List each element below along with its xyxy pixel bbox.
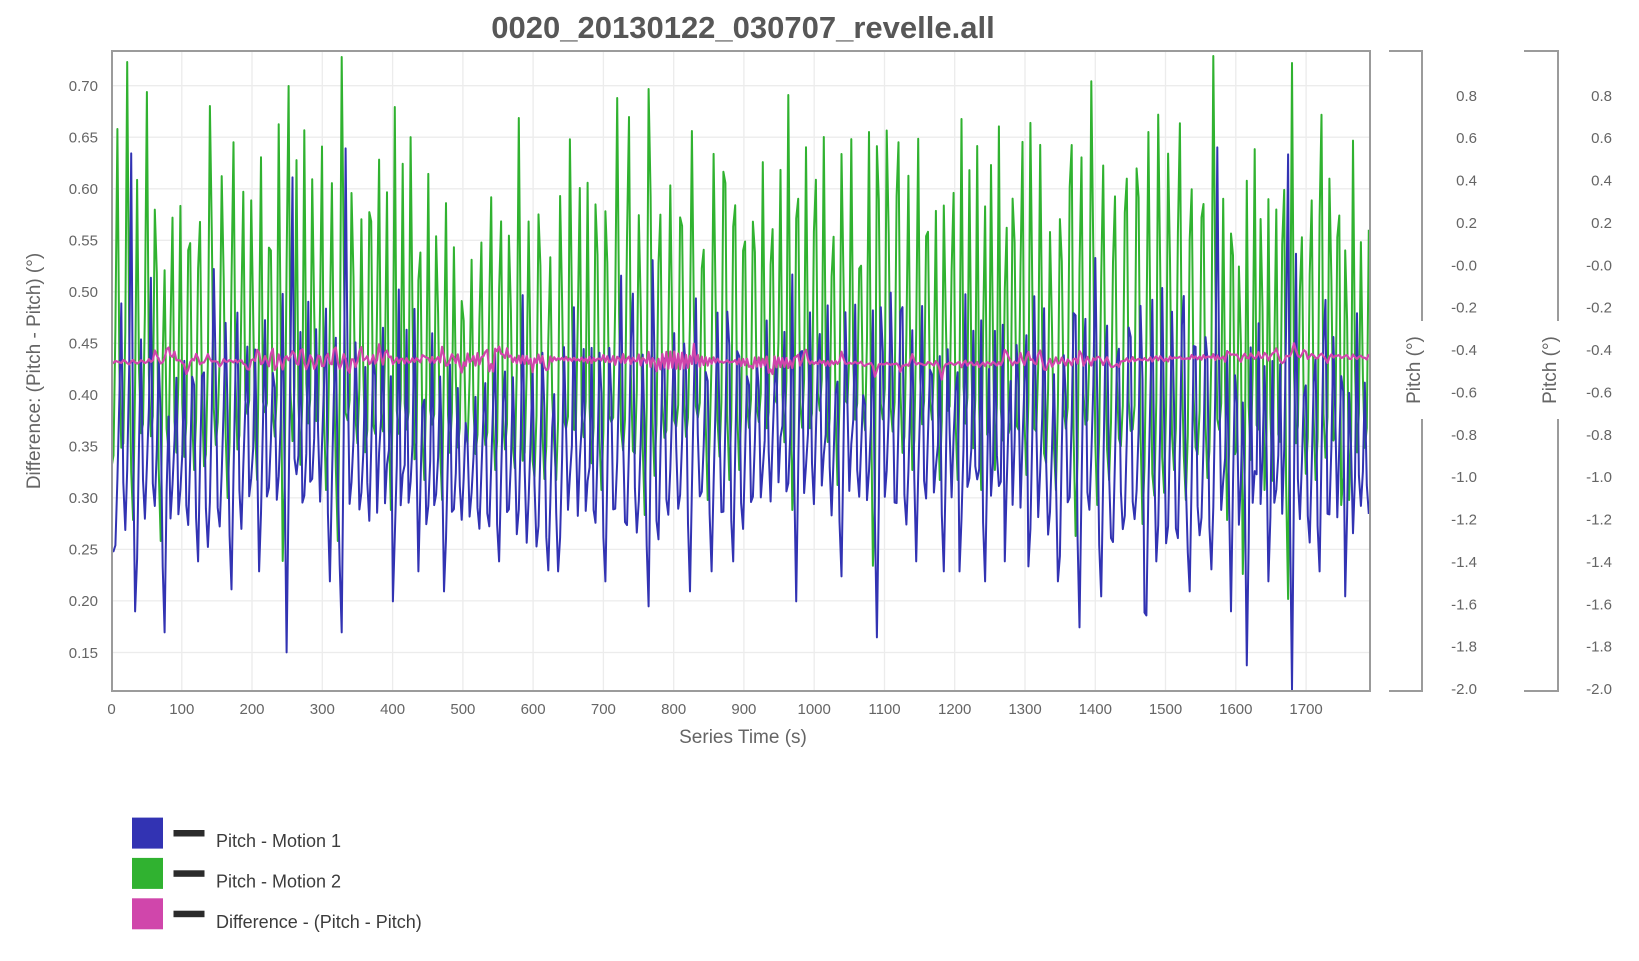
svg-text:1300: 1300 (1008, 701, 1041, 718)
svg-text:-1.6: -1.6 (1451, 596, 1477, 613)
svg-text:-1.2: -1.2 (1451, 512, 1477, 529)
svg-text:-0.6: -0.6 (1451, 385, 1477, 402)
svg-text:0.50: 0.50 (69, 284, 98, 301)
svg-text:0.8: 0.8 (1591, 88, 1612, 105)
svg-text:Pitch - Motion 2: Pitch - Motion 2 (216, 871, 341, 891)
svg-text:600: 600 (521, 701, 546, 718)
svg-text:500: 500 (450, 701, 475, 718)
svg-text:Pitch - Motion 1: Pitch - Motion 1 (216, 831, 341, 851)
svg-text:-1.0: -1.0 (1451, 469, 1477, 486)
svg-text:-0.8: -0.8 (1451, 427, 1477, 444)
svg-text:1700: 1700 (1289, 701, 1322, 718)
svg-text:Difference - (Pitch - Pitch): Difference - (Pitch - Pitch) (216, 912, 422, 932)
svg-text:1400: 1400 (1079, 701, 1112, 718)
svg-text:0.2: 0.2 (1591, 215, 1612, 232)
svg-text:-0.8: -0.8 (1586, 427, 1612, 444)
svg-text:Pitch (°): Pitch (°) (1404, 336, 1425, 404)
svg-text:-2.0: -2.0 (1586, 681, 1612, 698)
svg-text:800: 800 (661, 701, 686, 718)
svg-text:-1.6: -1.6 (1586, 596, 1612, 613)
svg-text:-1.8: -1.8 (1586, 639, 1612, 656)
svg-text:0.35: 0.35 (69, 439, 98, 456)
svg-text:0.6: 0.6 (1456, 130, 1477, 147)
svg-text:0.45: 0.45 (69, 336, 98, 353)
svg-text:-0.4: -0.4 (1586, 342, 1612, 359)
svg-text:Difference: (Pitch - Pitch) (°: Difference: (Pitch - Pitch) (°) (24, 253, 45, 489)
svg-text:0.2: 0.2 (1456, 215, 1477, 232)
svg-text:Series Time (s): Series Time (s) (679, 727, 807, 748)
svg-text:300: 300 (310, 701, 335, 718)
svg-text:0.25: 0.25 (69, 542, 98, 559)
svg-text:0.60: 0.60 (69, 181, 98, 198)
svg-text:-0.4: -0.4 (1451, 342, 1477, 359)
svg-text:0.4: 0.4 (1591, 173, 1612, 190)
svg-text:200: 200 (239, 701, 264, 718)
svg-text:-0.0: -0.0 (1586, 257, 1612, 274)
svg-text:100: 100 (169, 701, 194, 718)
svg-text:-0.2: -0.2 (1586, 300, 1612, 317)
svg-text:700: 700 (591, 701, 616, 718)
svg-text:0020_20130122_030707_revelle.a: 0020_20130122_030707_revelle.all (491, 10, 994, 45)
svg-text:0.65: 0.65 (69, 130, 98, 147)
svg-text:1000: 1000 (798, 701, 831, 718)
svg-text:-0.2: -0.2 (1451, 300, 1477, 317)
svg-text:0.6: 0.6 (1591, 130, 1612, 147)
svg-text:-1.8: -1.8 (1451, 639, 1477, 656)
svg-text:1100: 1100 (868, 701, 900, 718)
svg-text:0.8: 0.8 (1456, 88, 1477, 105)
svg-text:0.20: 0.20 (69, 593, 98, 610)
svg-text:1200: 1200 (938, 701, 971, 718)
svg-text:0.55: 0.55 (69, 233, 98, 250)
svg-text:-0.0: -0.0 (1451, 257, 1477, 274)
svg-text:1600: 1600 (1219, 701, 1252, 718)
svg-text:-2.0: -2.0 (1451, 681, 1477, 698)
svg-text:Pitch (°): Pitch (°) (1540, 336, 1561, 404)
svg-text:-1.4: -1.4 (1451, 554, 1477, 571)
svg-text:0: 0 (107, 701, 115, 718)
svg-text:-1.2: -1.2 (1586, 512, 1612, 529)
svg-text:900: 900 (731, 701, 756, 718)
svg-text:0.15: 0.15 (69, 645, 98, 662)
svg-text:0.30: 0.30 (69, 490, 98, 507)
svg-text:400: 400 (380, 701, 405, 718)
svg-text:-1.4: -1.4 (1586, 554, 1612, 571)
svg-text:-1.0: -1.0 (1586, 469, 1612, 486)
svg-text:1500: 1500 (1149, 701, 1182, 718)
svg-text:0.40: 0.40 (69, 387, 98, 404)
svg-text:0.4: 0.4 (1456, 173, 1477, 190)
svg-text:-0.6: -0.6 (1586, 385, 1612, 402)
svg-text:0.70: 0.70 (69, 78, 98, 95)
